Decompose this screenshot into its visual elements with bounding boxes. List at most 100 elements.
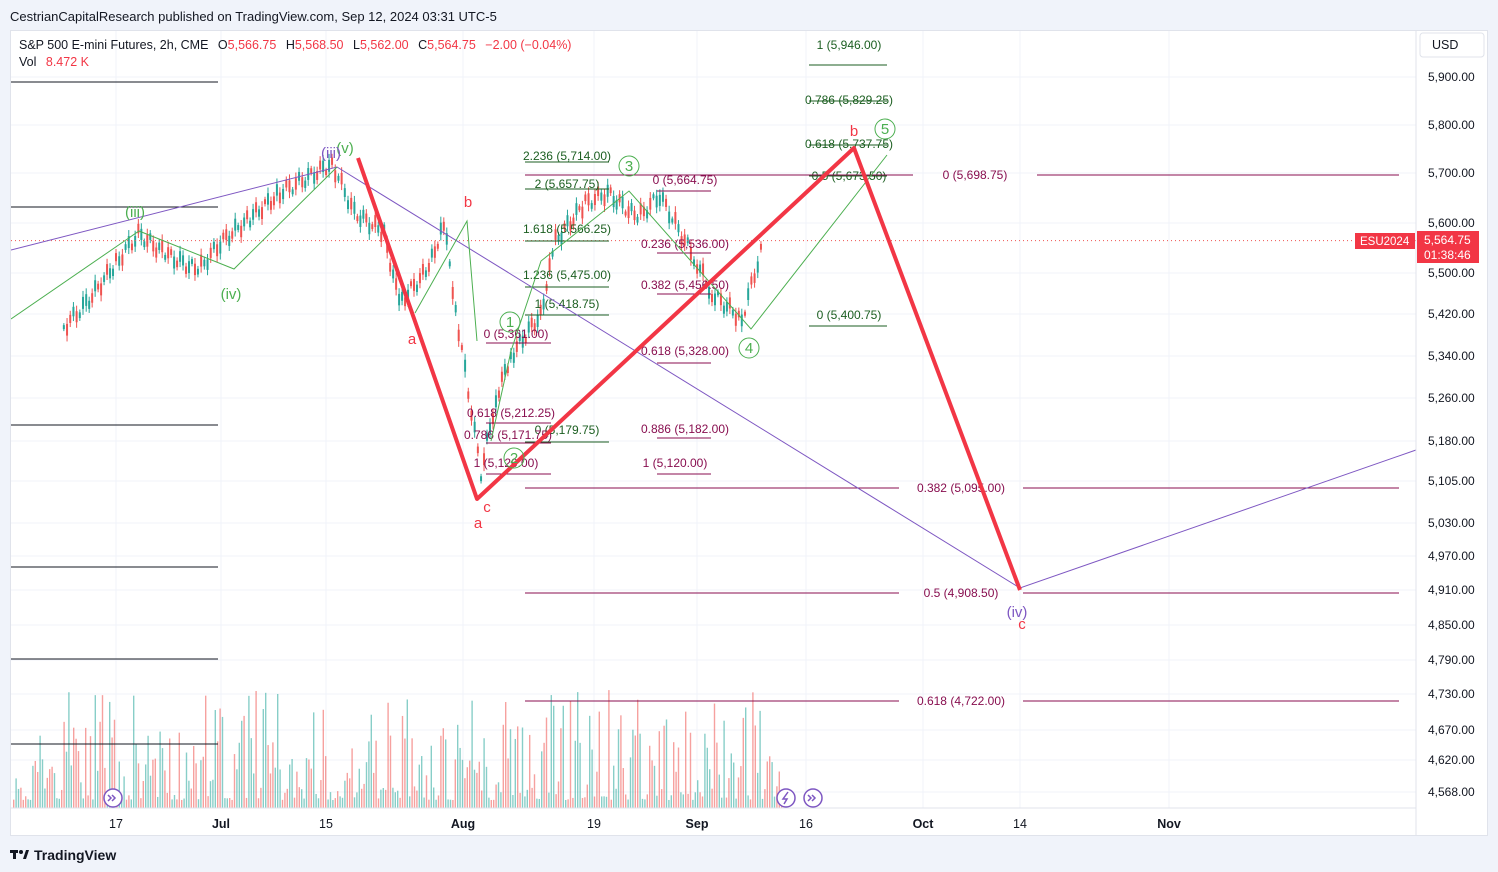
candle-body <box>203 259 206 267</box>
volume-bar <box>423 797 425 808</box>
volume-bar <box>766 761 768 808</box>
candle-body <box>569 221 572 231</box>
candle-body <box>421 263 424 275</box>
volume-bar <box>651 760 653 808</box>
price-tick-label: 5,700.00 <box>1428 166 1475 180</box>
candle-body <box>337 175 340 181</box>
flash-icon[interactable] <box>776 788 796 808</box>
candle-body <box>442 221 445 231</box>
candle-body <box>593 193 596 206</box>
candle-body <box>680 236 683 246</box>
volume-bar <box>332 799 334 808</box>
volume-bar <box>471 700 473 808</box>
candle-body <box>188 261 191 274</box>
volume-bar <box>296 771 298 808</box>
volume-bar <box>337 791 339 808</box>
volume-bar <box>164 770 166 808</box>
volume-bar <box>373 772 375 808</box>
volume-bar <box>58 798 60 808</box>
volume-bar <box>673 742 675 808</box>
volume-bar <box>145 764 147 808</box>
fib-levels: 1 (5,946.00) 0.786 (5,829.25) 0.618 (5,737… <box>464 38 1399 708</box>
candle-body <box>322 160 325 173</box>
volume-bar <box>238 742 240 808</box>
horizontal-lines <box>11 81 218 745</box>
candle-body <box>427 263 430 272</box>
legend-vol-label: Vol <box>19 55 36 69</box>
candle-body <box>82 296 85 309</box>
time-axis[interactable]: 17 Jul 15 Aug 19 Sep 16 Oct 14 Nov <box>109 817 1181 831</box>
volume-bar <box>581 797 584 808</box>
volume-bar <box>277 693 279 808</box>
volume-bar <box>193 745 195 808</box>
volume-bar <box>625 794 627 808</box>
volume-bar <box>656 795 658 808</box>
chart-panel[interactable]: 1 (5,946.00) 0.786 (5,829.25) 0.618 (5,737… <box>10 30 1488 836</box>
time-tick-label: Nov <box>1157 817 1181 831</box>
volume-bar <box>80 782 82 808</box>
currency-button[interactable] <box>1419 32 1485 58</box>
candle-body <box>521 335 524 348</box>
go-to-realtime-icon[interactable] <box>803 788 823 808</box>
time-tick-label: 14 <box>1013 817 1027 831</box>
last-price-tag <box>1417 231 1479 263</box>
volume-bar <box>747 795 749 808</box>
red-wave-label: a <box>408 331 417 348</box>
volume-bar <box>685 711 687 808</box>
candle-body <box>368 222 371 235</box>
go-to-start-icon[interactable] <box>103 788 123 808</box>
candle-body <box>401 291 404 301</box>
published-text: CestrianCapitalResearch published on Tra… <box>10 9 497 24</box>
time-tick-label: Sep <box>686 817 709 831</box>
candle-body <box>750 276 753 285</box>
fib-label: 1.618 (5,566.25) <box>523 222 611 236</box>
volume-bar <box>272 742 274 808</box>
volume-bar <box>572 797 574 808</box>
volume-bar <box>620 715 622 808</box>
volume-bar <box>329 792 332 808</box>
candle-body <box>121 254 124 266</box>
red-wave-label: c <box>483 499 491 516</box>
candle-body <box>480 476 483 482</box>
volume-bar <box>97 770 99 808</box>
candle-body <box>313 172 316 184</box>
price-tick-label: 4,790.00 <box>1428 653 1475 667</box>
candle-body <box>734 313 737 326</box>
candle-body <box>91 293 94 303</box>
candle-body <box>424 270 427 277</box>
volume-bar <box>387 702 389 808</box>
time-tick-label: Oct <box>913 817 935 831</box>
candle-body <box>137 223 140 234</box>
candle-body <box>170 249 173 255</box>
candle-body <box>702 263 705 276</box>
green-wave-line <box>490 154 888 442</box>
legend-o-label: O <box>218 38 228 52</box>
candle-body <box>725 302 728 312</box>
candle-body <box>488 423 491 434</box>
fib-label: 0.618 (5,328.00) <box>641 344 729 358</box>
chart-svg[interactable]: 1 (5,946.00) 0.786 (5,829.25) 0.618 (5,737… <box>10 31 1487 835</box>
fib-label: 0 (5,400.75) <box>817 308 882 322</box>
volume-bar <box>44 788 46 808</box>
candle-body <box>124 244 127 250</box>
volume-bar <box>176 799 178 808</box>
price-candles <box>11 153 1416 484</box>
fib-label: 0.618 (4,722.00) <box>917 694 1005 708</box>
red-wave-path <box>356 146 1022 591</box>
candle-body <box>740 314 743 327</box>
candle-body <box>512 352 515 363</box>
candle-body <box>612 196 615 208</box>
candle-body <box>103 275 106 282</box>
candle-body <box>430 248 433 258</box>
volume-bar <box>68 692 70 808</box>
candle-body <box>759 243 762 250</box>
candle-body <box>359 215 362 227</box>
candle-body <box>467 391 470 399</box>
candle-body <box>240 225 243 238</box>
volume-bar <box>442 728 444 808</box>
volume-bar <box>565 799 567 808</box>
price-axis[interactable]: 5,900.00 5,800.00 5,700.00 5,600.00 5,500.00… <box>1428 70 1475 799</box>
volume-bar <box>425 775 428 808</box>
volume-bar <box>89 736 92 808</box>
candle-body <box>457 329 460 342</box>
